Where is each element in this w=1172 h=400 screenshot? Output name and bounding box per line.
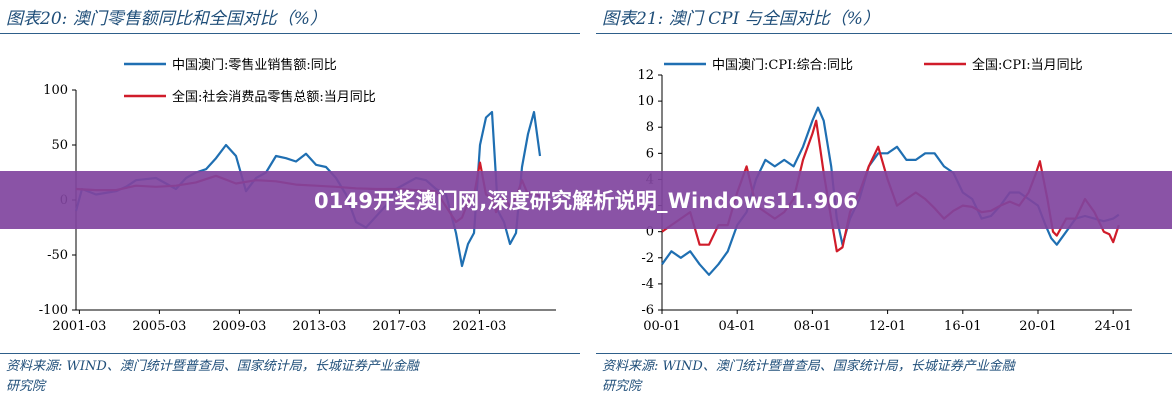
chart-title: 图表20: 澳门零售额同比和全国对比（%） — [6, 9, 327, 29]
source-line-1: 资料来源: WIND、澳门统计暨普查局、国家统计局，长城证券产业金融 — [602, 359, 1015, 374]
source-note: 资料来源: WIND、澳门统计暨普查局、国家统计局，长城证券产业金融 研究院 — [602, 357, 1172, 397]
y-tick-label: 12 — [637, 68, 654, 83]
y-tick-label: 10 — [637, 94, 654, 109]
x-tick-label: 04-01 — [718, 319, 755, 334]
x-tick-label: 2005-03 — [132, 319, 186, 334]
legend-label: 中国澳门:零售业销售额:同比 — [172, 57, 337, 73]
y-tick-label: -2 — [641, 251, 654, 266]
title-divider — [0, 33, 580, 34]
source-line-2: 研究院 — [6, 379, 46, 394]
y-tick-label: -50 — [47, 248, 68, 263]
title-divider — [596, 33, 1172, 34]
y-tick-label: -4 — [641, 277, 654, 292]
source-line-1: 资料来源: WIND、澳门统计暨普查局、国家统计局，长城证券产业金融 — [6, 359, 419, 374]
y-tick-label: 50 — [51, 138, 68, 153]
x-tick-label: 24-01 — [1094, 319, 1131, 334]
source-divider — [596, 353, 1172, 354]
legend-label: 中国澳门:CPI:综合:同比 — [712, 57, 853, 73]
left-chart-panel: 图表20: 澳门零售额同比和全国对比（%） -100-500501002001-… — [0, 0, 580, 400]
x-tick-label: 16-01 — [944, 319, 981, 334]
x-tick-label: 2017-03 — [372, 319, 426, 334]
y-tick-label: -6 — [641, 303, 654, 318]
y-tick-label: 8 — [646, 120, 654, 135]
x-tick-label: 2001-03 — [52, 319, 106, 334]
y-tick-label: -100 — [39, 303, 68, 318]
banner-text: 0149开奖澳门网,深度研究解析说明_Windows11.906 — [313, 189, 859, 213]
x-tick-label: 12-01 — [869, 319, 906, 334]
x-tick-label: 2009-03 — [212, 319, 266, 334]
y-tick-label: 0 — [646, 225, 654, 240]
source-line-2: 研究院 — [602, 379, 642, 394]
x-tick-label: 2013-03 — [292, 319, 346, 334]
source-note: 资料来源: WIND、澳门统计暨普查局、国家统计局，长城证券产业金融 研究院 — [6, 357, 576, 397]
source-divider — [0, 353, 580, 354]
chart-title: 图表21: 澳门 CPI 与全国对比（%） — [602, 9, 880, 29]
y-tick-label: 100 — [43, 83, 68, 98]
x-tick-label: 2021-03 — [452, 319, 506, 334]
x-tick-label: 08-01 — [794, 319, 831, 334]
right-chart-panel: 图表21: 澳门 CPI 与全国对比（%） -6-4-202468101200-… — [596, 0, 1172, 400]
overlay-banner: 0149开奖澳门网,深度研究解析说明_Windows11.906 — [0, 171, 1172, 229]
y-tick-label: 6 — [646, 146, 654, 161]
x-tick-label: 00-01 — [643, 319, 680, 334]
x-tick-label: 20-01 — [1019, 319, 1056, 334]
legend-label: 全国:社会消费品零售总额:当月同比 — [172, 89, 376, 105]
cpi-chart: -6-4-202468101200-0104-0108-0112-0116-01… — [637, 57, 1132, 334]
legend-label: 全国:CPI:当月同比 — [972, 57, 1083, 73]
